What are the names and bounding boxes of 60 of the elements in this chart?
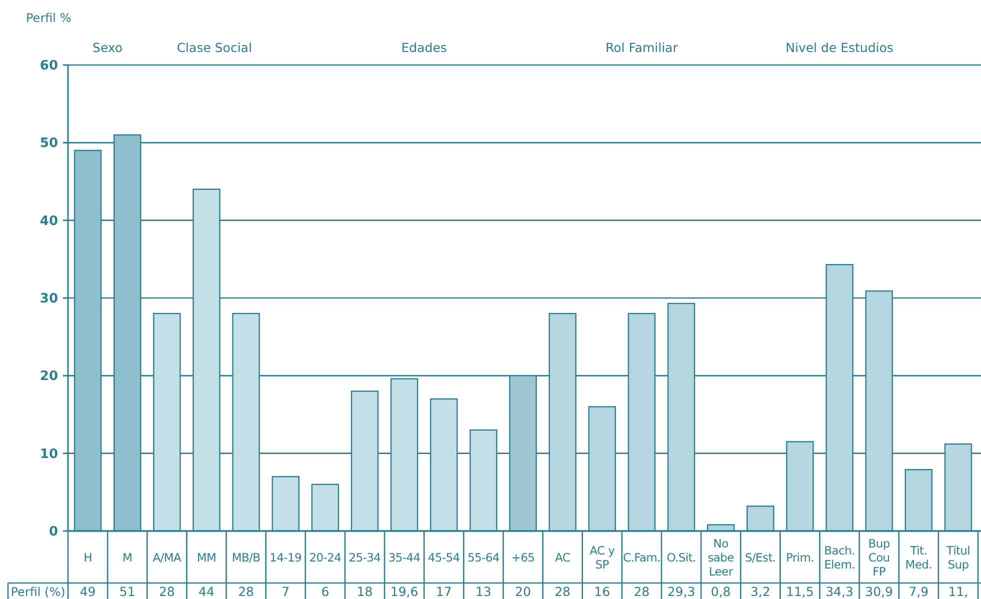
x-tick-label: H: [84, 550, 92, 564]
data-label: 17: [436, 584, 452, 599]
x-tick-label: 35-44: [388, 550, 420, 564]
x-tick-label: Tit. Med.: [905, 544, 932, 572]
data-label: 44: [198, 584, 214, 599]
data-label: 51: [119, 584, 136, 599]
text: Perfil (%): [10, 585, 66, 599]
data-label: 28: [158, 584, 175, 599]
y-tick-label: 0: [48, 524, 58, 540]
x-tick-label: 45-54: [428, 550, 460, 564]
text: Rol Familiar: [606, 40, 679, 55]
x-tick-label: MM: [196, 550, 216, 564]
x-tick-label: MB/B: [232, 550, 261, 564]
data-label: 7,9: [908, 584, 929, 599]
data-label: 7: [282, 584, 290, 599]
x-tick-label: O.Sit.: [666, 550, 696, 564]
data-label: 18: [356, 584, 373, 599]
data-label: 29,3: [667, 584, 696, 599]
y-axis-title: Perfil %: [26, 11, 72, 25]
data-label: 11,: [948, 584, 968, 599]
text: Clase Social: [176, 40, 252, 55]
text: Edades: [401, 40, 447, 55]
y-tick-label: 10: [40, 446, 58, 462]
x-tick-label: C.Fam.: [623, 550, 660, 564]
x-tick-label: Bup Cou FP: [868, 536, 890, 578]
y-tick-label: 40: [40, 214, 58, 229]
x-tick-label: Títul Sup: [945, 544, 970, 572]
data-label: 20: [515, 584, 531, 599]
data-label: 11,5: [786, 584, 814, 599]
y-tick-label: 30: [40, 292, 58, 306]
data-label: 30,9: [865, 584, 894, 599]
x-tick-label: 55-64: [467, 550, 500, 564]
y-tick-label: 60: [40, 58, 58, 74]
x-tick-label: 20-24: [309, 550, 342, 564]
data-label: 6: [321, 584, 330, 599]
x-tick-label: 25-34: [348, 550, 381, 564]
x-tick-label: No sabe Leer: [708, 536, 734, 578]
data-label: 19,6: [390, 584, 418, 599]
data-label: 13: [475, 584, 492, 599]
data-label: 0,8: [710, 584, 731, 599]
x-tick-label: A/MA: [152, 550, 182, 564]
x-tick-label: M: [122, 550, 132, 564]
x-tick-label: Bach. Elem.: [824, 544, 855, 572]
x-tick-label: AC y SP: [590, 544, 616, 572]
data-label: 28: [554, 584, 571, 599]
x-tick-label: 14-19: [270, 550, 302, 564]
data-label: 3,2: [750, 584, 770, 599]
data-label: 28: [634, 584, 650, 599]
x-tick-label: +65: [511, 550, 535, 564]
x-tick-label: S/Est.: [744, 550, 776, 564]
data-label: 16: [594, 584, 610, 599]
text: Sexo: [92, 40, 123, 55]
data-label: 28: [238, 584, 254, 599]
y-tick-label: 20: [40, 369, 58, 384]
data-label: 34,3: [826, 584, 854, 599]
data-label: 49: [80, 584, 96, 599]
y-tick-label: 50: [40, 136, 58, 152]
x-tick-label: AC: [555, 550, 570, 564]
text: Nivel de Estudios: [786, 40, 894, 55]
x-tick-label: Prim.: [786, 550, 814, 564]
